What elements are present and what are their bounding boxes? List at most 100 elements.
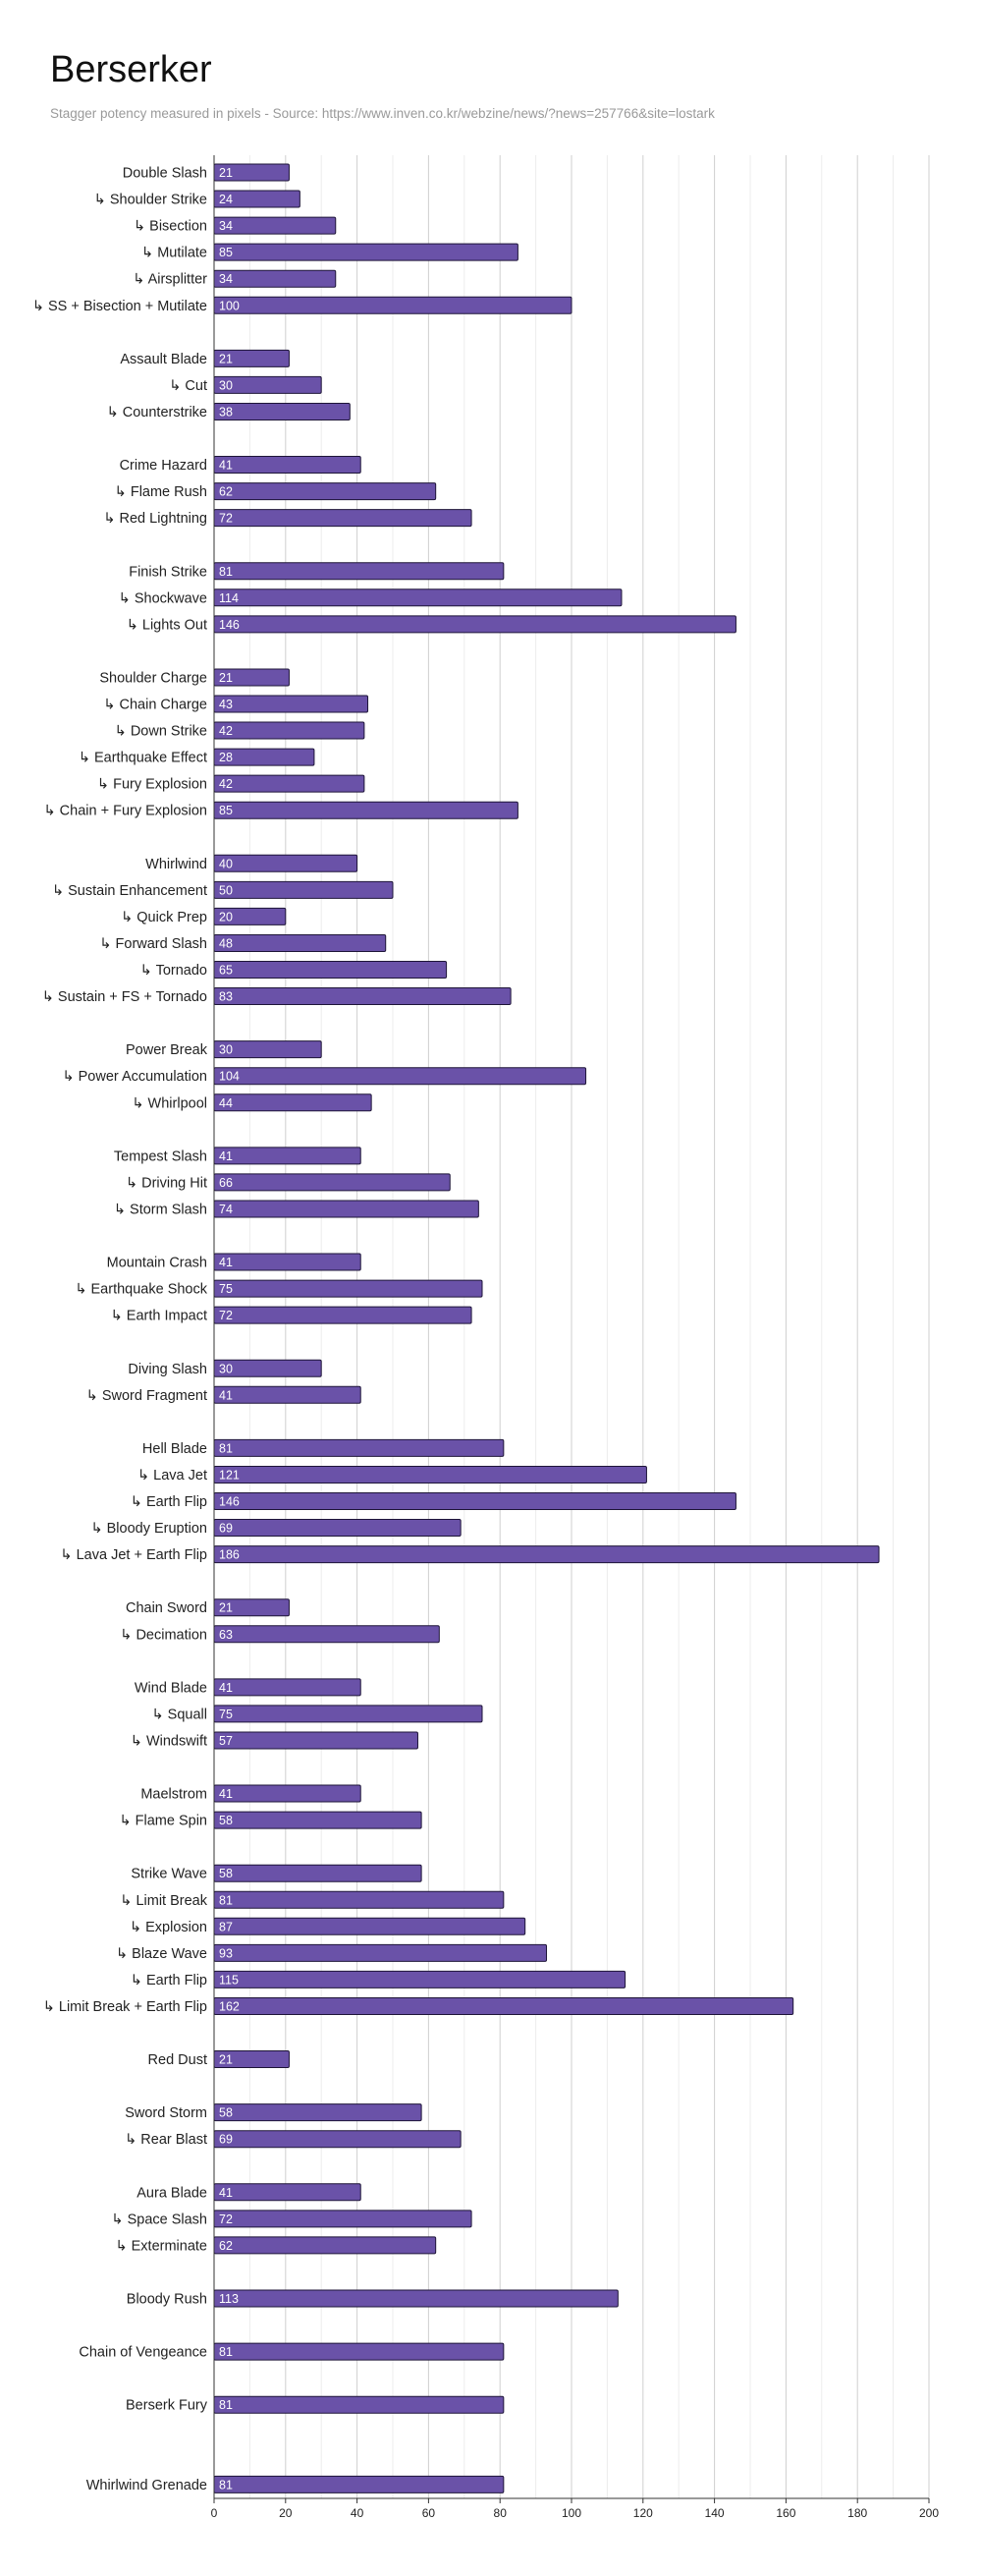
chart-title: Berserker [50,49,212,90]
bar [213,1943,548,1962]
bar-value-label: 81 [219,2345,233,2359]
bar-value-label: 21 [219,671,233,685]
bar [213,1996,794,2015]
bar-value-label: 81 [219,1441,233,1455]
category-label: ↳ Counterstrike [107,405,207,420]
x-tick-label: 160 [776,2506,795,2520]
bar-value-label: 24 [219,193,233,206]
bar-value-label: 20 [219,910,233,924]
x-tick-label: 180 [847,2506,867,2520]
category-label: Power Break [126,1042,208,1058]
bar [213,854,358,872]
category-label: Whirlwind [145,857,207,872]
bar [213,588,623,607]
x-tick-label: 20 [279,2506,293,2520]
category-label: ↳ Explosion [130,1920,207,1935]
x-tick-label: 40 [351,2506,364,2520]
bar-value-label: 121 [219,1468,240,1482]
bar [213,1890,505,1909]
bar-value-label: 72 [219,2212,233,2226]
category-label: ↳ Chain Charge [103,698,207,713]
bar-value-label: 69 [219,1522,233,1536]
category-label: ↳ Shockwave [119,590,207,606]
category-label: ↳ Decimation [120,1627,207,1643]
category-label: ↳ Space Slash [111,2212,207,2227]
bar [213,482,437,501]
category-label: ↳ Bisection [134,219,207,235]
category-label: ↳ Bloody Eruption [90,1521,207,1537]
bar-value-label: 34 [219,272,233,286]
bar [213,1279,483,1298]
bar [213,1438,505,1457]
bar [213,402,351,420]
category-label: ↳ Power Accumulation [62,1069,207,1085]
bar-value-label: 30 [219,1362,233,1375]
category-label: ↳ Fury Explosion [97,777,207,793]
bar-value-label: 66 [219,1176,233,1190]
category-label: Maelstrom [140,1787,207,1803]
bar [213,562,505,581]
x-tick-label: 200 [919,2506,939,2520]
category-label: ↳ Quick Prep [121,910,207,925]
category-label: ↳ Sustain + FS + Tornado [42,989,207,1005]
bar [213,1970,627,1988]
bar-value-label: 115 [219,1973,239,1987]
bar [213,933,387,952]
bar-value-label: 81 [219,2478,233,2492]
category-label: ↳ Cut [169,378,207,394]
bar-value-label: 85 [219,804,233,817]
bar [213,1173,451,1192]
bar [213,1784,361,1803]
bar-value-label: 48 [219,936,233,950]
category-label: ↳ Earthquake Shock [75,1282,207,1298]
bar [213,695,369,713]
bar-value-label: 83 [219,990,233,1004]
bar-value-label: 81 [219,565,233,579]
bar-value-label: 81 [219,1893,233,1907]
category-label: ↳ Storm Slash [114,1202,207,1217]
bar-value-label: 75 [219,1708,233,1721]
bar-value-label: 43 [219,698,233,711]
category-label: Tempest Slash [114,1148,207,1164]
bar-value-label: 42 [219,724,233,738]
bar-value-label: 75 [219,1282,233,1296]
bar-value-label: 41 [219,1787,233,1801]
bar-value-label: 30 [219,378,233,392]
gridlines [248,155,930,2498]
bar-value-label: 85 [219,246,233,259]
category-label: ↳ Driving Hit [126,1175,207,1191]
bar-group: 21 24 34 85 34 100 21 30 38 41 62 72 81 114 146 21 43 42 2… [213,163,880,2493]
bar-value-label: 72 [219,512,233,526]
category-label: Crime Hazard [120,458,207,474]
bar [213,880,394,899]
x-tick-label: 60 [422,2506,436,2520]
bar [213,2183,361,2202]
category-label: ↳ Earthquake Effect [79,751,207,766]
axes: 0 20 40 60 80 100 120 140 160 180 200 [211,155,939,2520]
category-label: ↳ Earth Flip [131,1494,207,1510]
category-label: ↳ Blaze Wave [116,1946,207,1962]
category-label: Finish Strike [129,564,207,580]
bar-value-label: 114 [219,591,239,605]
bar [213,2210,472,2228]
bar [213,2236,437,2255]
category-label: ↳ Earth Impact [111,1309,207,1324]
bar [213,1731,418,1750]
category-label: ↳ Red Lightning [103,511,207,527]
bar [213,1253,361,1271]
bar-value-label: 62 [219,2239,233,2253]
bar [213,2475,505,2493]
bar [213,2395,505,2414]
category-label: Diving Slash [128,1362,207,1377]
bar-value-label: 41 [219,1256,233,1269]
bar [213,1200,479,1218]
bar-value-label: 69 [219,2133,233,2147]
category-label: ↳ Windswift [131,1733,207,1749]
x-tick-label: 140 [705,2506,725,2520]
bar-value-label: 93 [219,1946,233,1960]
bar [213,1465,647,1484]
x-tick-label: 120 [633,2506,653,2520]
bar [213,1705,483,1723]
category-label: Wind Blade [135,1680,207,1696]
category-label: ↳ Flame Spin [119,1814,207,1829]
